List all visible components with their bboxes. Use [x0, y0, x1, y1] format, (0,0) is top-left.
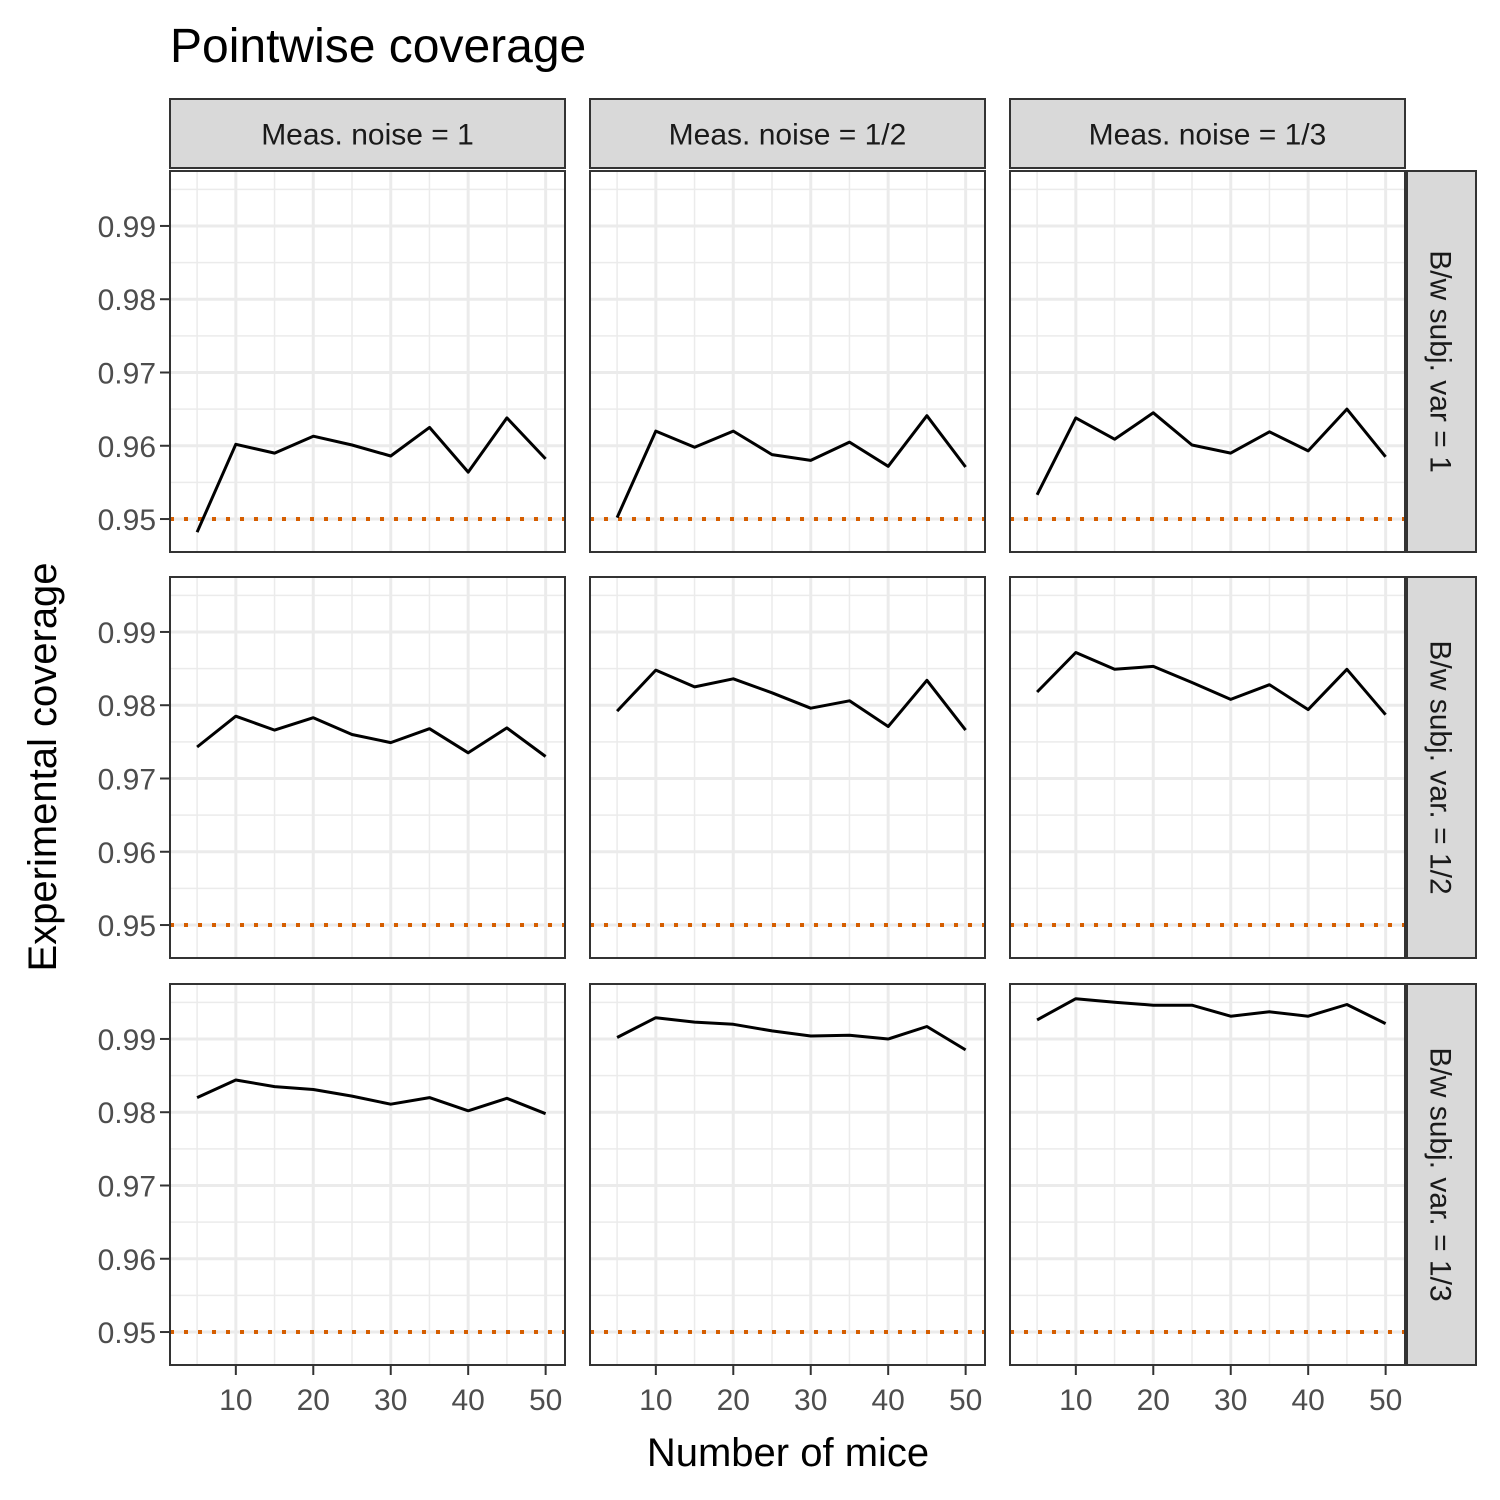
x-tick-label: 10 — [639, 1384, 672, 1417]
coverage-series-line — [196, 1078, 547, 1116]
x-tick-label: 50 — [529, 1384, 562, 1417]
col-strip-label: Meas. noise = 1/2 — [669, 119, 907, 152]
facet-panel — [589, 170, 986, 553]
y-tick-label: 0.99 — [98, 1024, 156, 1057]
facet-panel — [589, 576, 986, 959]
panel-background — [1010, 577, 1405, 958]
row-strip-label: B/w subj. var. = 1/3 — [1424, 1047, 1457, 1301]
panel-background — [590, 577, 985, 958]
facet-panel — [589, 983, 986, 1366]
panel-border — [169, 983, 566, 1366]
facet-panel — [1009, 983, 1406, 1366]
facet-panel — [1009, 576, 1406, 959]
panel-background — [1010, 171, 1405, 552]
y-tick-label: 0.98 — [98, 1097, 156, 1130]
x-tick-label: 40 — [871, 1384, 904, 1417]
y-tick-label: 0.96 — [98, 837, 156, 870]
coverage-series-line — [1036, 997, 1387, 1025]
facet-panel — [1009, 170, 1406, 553]
y-tick-label: 0.95 — [98, 1317, 156, 1350]
panel-border — [589, 983, 986, 1366]
panel-border — [1009, 576, 1406, 959]
panel-background — [1010, 984, 1405, 1365]
y-tick-label: 0.99 — [98, 211, 156, 244]
panel-border — [169, 170, 566, 553]
row-strip-label: B/w subj. var. = 1/2 — [1424, 640, 1457, 894]
y-axis-title: Experimental coverage — [21, 562, 65, 971]
y-tick-label: 0.97 — [98, 357, 156, 390]
x-tick-label: 50 — [949, 1384, 982, 1417]
y-tick-label: 0.98 — [98, 690, 156, 723]
coverage-series-line — [615, 414, 967, 519]
coverage-series-line — [1036, 651, 1387, 716]
chart-title: Pointwise coverage — [170, 20, 586, 73]
x-tick-label: 40 — [1291, 1384, 1324, 1417]
y-tick-label: 0.95 — [98, 504, 156, 537]
panel-background — [170, 171, 565, 552]
col-strip — [169, 98, 566, 169]
panel-background — [590, 984, 985, 1365]
y-tick-label: 0.96 — [98, 431, 156, 464]
coverage-series-line — [196, 714, 547, 758]
row-strip — [1406, 576, 1477, 959]
coverage-series-line — [616, 668, 967, 732]
y-tick-label: 0.95 — [98, 910, 156, 943]
row-strip — [1406, 983, 1477, 1366]
x-tick-label: 40 — [451, 1384, 484, 1417]
y-tick-label: 0.97 — [98, 763, 156, 796]
x-axis-title: Number of mice — [647, 1431, 929, 1475]
y-tick-label: 0.98 — [98, 284, 156, 317]
x-tick-label: 20 — [1137, 1384, 1170, 1417]
facet-panel — [169, 983, 566, 1366]
col-strip — [589, 98, 986, 169]
y-tick-label: 0.97 — [98, 1170, 156, 1203]
x-tick-label: 20 — [297, 1384, 330, 1417]
y-tick-label: 0.99 — [98, 617, 156, 650]
panel-border — [589, 576, 986, 959]
x-tick-label: 50 — [1369, 1384, 1402, 1417]
facet-panel — [169, 576, 566, 959]
y-tick-label: 0.96 — [98, 1244, 156, 1277]
col-strip-label: Meas. noise = 1 — [261, 119, 474, 152]
col-strip-label: Meas. noise = 1/3 — [1089, 119, 1327, 152]
col-strip — [1009, 98, 1406, 169]
coverage-series-line — [616, 1016, 967, 1052]
panel-background — [590, 171, 985, 552]
coverage-series-line — [1035, 407, 1387, 496]
panel-border — [1009, 170, 1406, 553]
x-tick-label: 30 — [794, 1384, 827, 1417]
panel-border — [1009, 983, 1406, 1366]
x-tick-label: 30 — [1214, 1384, 1247, 1417]
panel-background — [170, 577, 565, 958]
panels-layer: Meas. noise = 1 Meas. noise = 1/2 Meas. no… — [98, 98, 1477, 1417]
panel-border — [169, 576, 566, 959]
row-strip — [1406, 170, 1477, 553]
x-tick-label: 10 — [219, 1384, 252, 1417]
x-tick-label: 30 — [374, 1384, 407, 1417]
x-tick-label: 10 — [1059, 1384, 1092, 1417]
row-strip-label: B/w subj. var = 1 — [1424, 250, 1457, 473]
facet-panel — [169, 170, 566, 553]
panel-background — [170, 984, 565, 1365]
x-tick-label: 20 — [717, 1384, 750, 1417]
panel-border — [589, 170, 986, 553]
coverage-series-line — [195, 416, 547, 533]
